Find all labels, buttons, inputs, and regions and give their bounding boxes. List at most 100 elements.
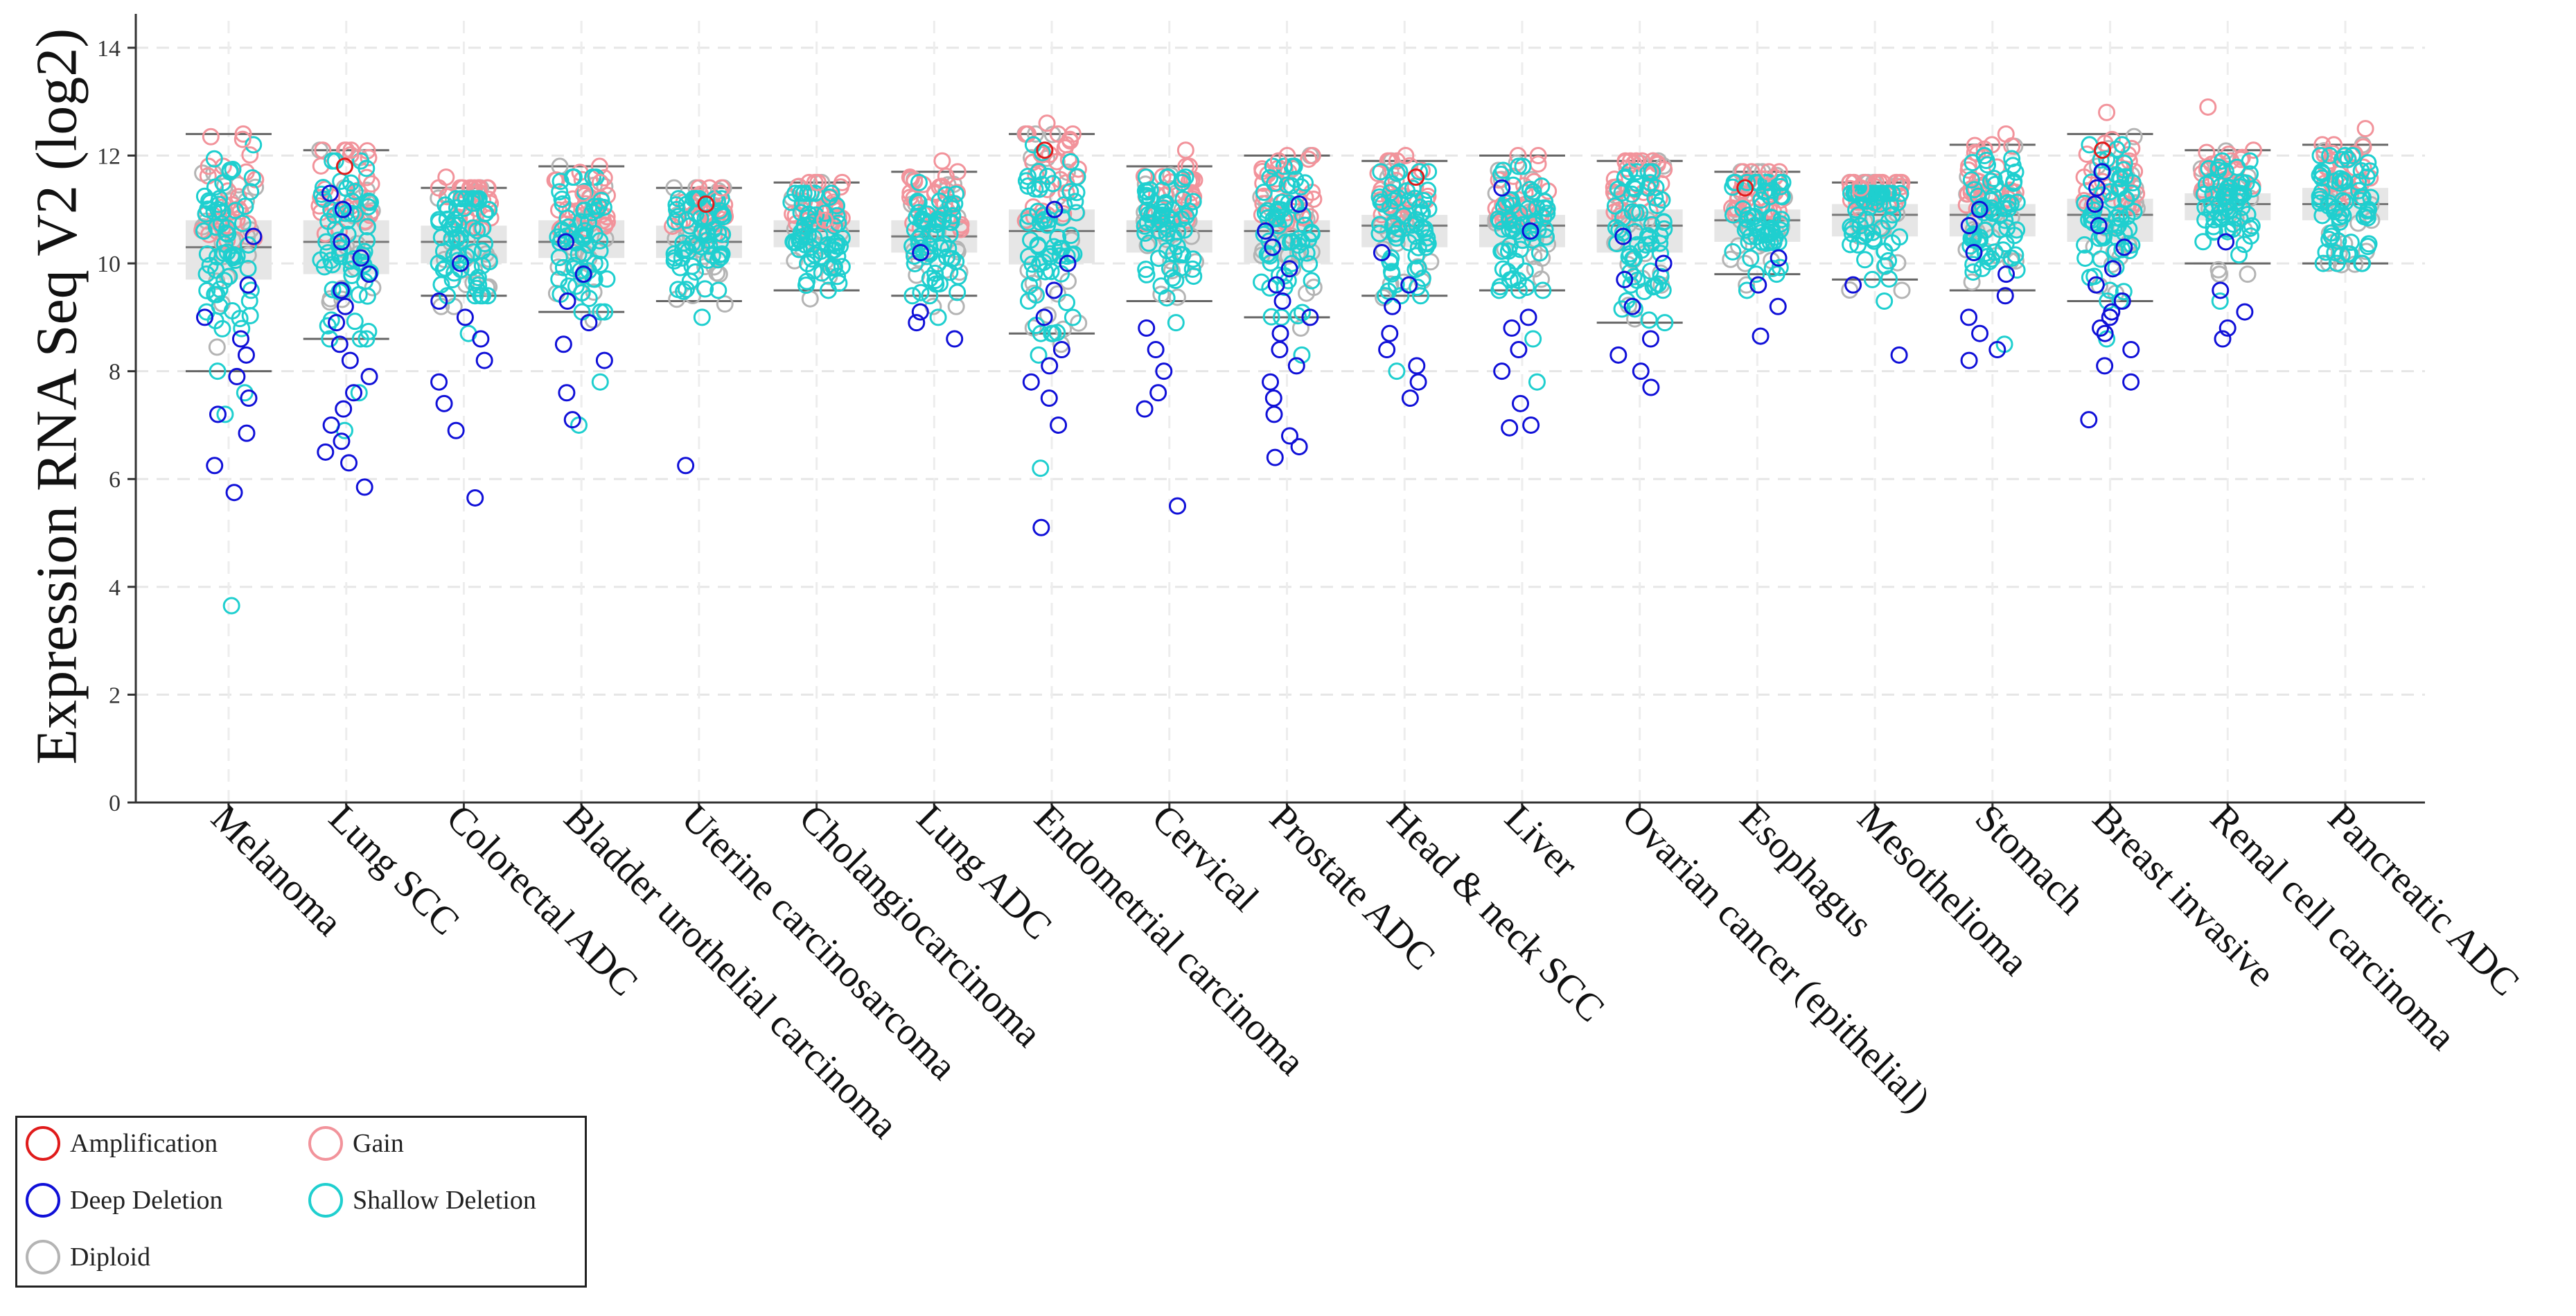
- shallow-deletion-point: [1388, 229, 1406, 247]
- deep-deletion-point: [1041, 357, 1059, 375]
- shallow-deletion-point: [1966, 211, 1984, 229]
- shallow-deletion-point: [786, 184, 804, 202]
- shallow-deletion-point: [1627, 204, 1645, 222]
- gain-point: [241, 146, 259, 164]
- shallow-deletion-point: [1738, 211, 1756, 229]
- diploid-point: [1049, 285, 1067, 303]
- shallow-deletion-point: [1413, 270, 1431, 288]
- legend-shallow-deletion: Shallow Deletion: [308, 1183, 536, 1218]
- deep-deletion-point: [1844, 276, 1862, 294]
- deep-deletion-point: [2115, 238, 2133, 256]
- shallow-deletion-point: [2203, 195, 2221, 213]
- shallow-deletion-point: [1392, 287, 1410, 305]
- gain-outlier: [1176, 141, 1194, 159]
- shallow-deletion-point: [591, 232, 609, 250]
- shallow-deletion-point: [1022, 231, 1040, 249]
- shallow-deletion-point: [452, 226, 470, 244]
- shallow-deletion-point: [1982, 199, 2000, 217]
- gain-outlier: [1851, 179, 1869, 197]
- gain-point: [2128, 184, 2146, 202]
- deep-deletion-point: [332, 281, 350, 299]
- shallow-deletion-point: [217, 224, 235, 242]
- shallow-deletion-point: [1761, 234, 1779, 252]
- data-points: [193, 98, 2381, 615]
- shallow-deletion-point: [594, 198, 612, 216]
- shallow-deletion-point: [223, 301, 241, 319]
- shallow-deletion-point: [1982, 191, 2000, 209]
- shallow-deletion-point: [805, 262, 823, 280]
- shallow-deletion-point: [1036, 263, 1055, 281]
- shallow-deletion-point: [550, 270, 568, 288]
- shallow-deletion-point: [1537, 228, 1555, 246]
- deep-deletion-point: [1988, 341, 2006, 359]
- shallow-deletion-point: [1494, 260, 1512, 278]
- shallow-deletion-outlier: [2328, 254, 2346, 272]
- shallow-deletion-point: [1030, 180, 1048, 198]
- shallow-deletion-point: [668, 200, 686, 218]
- shallow-deletion-point: [2343, 146, 2361, 164]
- shallow-deletion-point: [1964, 263, 1982, 281]
- deep-deletion-point: [1510, 341, 1528, 359]
- shallow-deletion-point: [1407, 247, 1425, 265]
- shallow-deletion-point: [1372, 163, 1390, 181]
- shallow-deletion-point: [949, 283, 967, 301]
- shallow-deletion-point: [1891, 184, 1909, 202]
- shallow-deletion-point: [1756, 183, 1774, 201]
- shallow-deletion-point: [1172, 258, 1190, 277]
- deep-deletion-point: [1059, 254, 1077, 272]
- shallow-deletion-point: [1289, 236, 1307, 254]
- shallow-deletion-point: [1535, 209, 1553, 227]
- gain-point: [1059, 150, 1077, 168]
- deep-deletion-point: [195, 308, 213, 326]
- shallow-deletion-point: [197, 265, 215, 283]
- shallow-deletion-point: [1501, 212, 1519, 230]
- deep-deletion-swatch-icon: [26, 1183, 60, 1218]
- shallow-deletion-point: [784, 233, 802, 251]
- shallow-deletion-point: [1646, 188, 1664, 207]
- shallow-deletion-point: [1261, 168, 1279, 186]
- diploid-point: [1490, 161, 1508, 179]
- shallow-deletion-point: [2243, 217, 2261, 235]
- shallow-deletion-point: [667, 213, 685, 231]
- shallow-deletion-outlier: [693, 308, 711, 326]
- gain-outlier: [202, 128, 220, 146]
- deep-deletion-point: [1052, 341, 1070, 359]
- diploid-point: [1889, 254, 1907, 272]
- shallow-deletion-point: [1613, 300, 1631, 318]
- gain-outlier: [342, 141, 360, 159]
- shallow-deletion-point: [1382, 263, 1400, 281]
- shallow-deletion-point: [1255, 184, 1273, 202]
- gain-outlier: [1269, 152, 1287, 170]
- gain-outlier: [2098, 103, 2116, 121]
- shallow-deletion-point: [828, 234, 846, 252]
- shallow-deletion-point: [1747, 173, 1765, 191]
- shallow-deletion-point: [1064, 308, 1082, 326]
- shallow-deletion-point: [360, 192, 378, 210]
- shallow-deletion-point: [2314, 254, 2332, 272]
- deep-deletion-point: [1960, 351, 1978, 369]
- shallow-deletion-point: [1656, 314, 1674, 332]
- shallow-deletion-point: [1628, 236, 1646, 254]
- shallow-deletion-point: [1395, 207, 1413, 225]
- shallow-deletion-point: [1763, 181, 1781, 199]
- shallow-deletion-point: [1023, 255, 1041, 273]
- shallow-deletion-point: [2004, 157, 2022, 175]
- deep-deletion-point: [2092, 319, 2110, 337]
- deep-deletion-point: [1046, 200, 1064, 218]
- shallow-deletion-point: [1172, 245, 1190, 263]
- shallow-deletion-point: [2339, 245, 2357, 263]
- deep-deletion-point: [1147, 341, 1165, 359]
- deep-deletion-point: [1262, 373, 1280, 391]
- deep-deletion-point: [245, 227, 263, 245]
- shallow-deletion-point: [714, 225, 732, 243]
- shallow-deletion-point: [678, 211, 696, 229]
- shallow-deletion-point: [2092, 151, 2110, 169]
- gain-outlier: [591, 173, 609, 191]
- shallow-deletion-point: [2085, 267, 2103, 286]
- amplification-point: [1407, 168, 1425, 186]
- shallow-deletion-point: [1490, 210, 1508, 228]
- shallow-deletion-point: [1986, 243, 2004, 261]
- shallow-deletion-point: [448, 199, 466, 217]
- deep-deletion-point: [1632, 362, 1650, 380]
- shallow-deletion-point: [2339, 150, 2357, 168]
